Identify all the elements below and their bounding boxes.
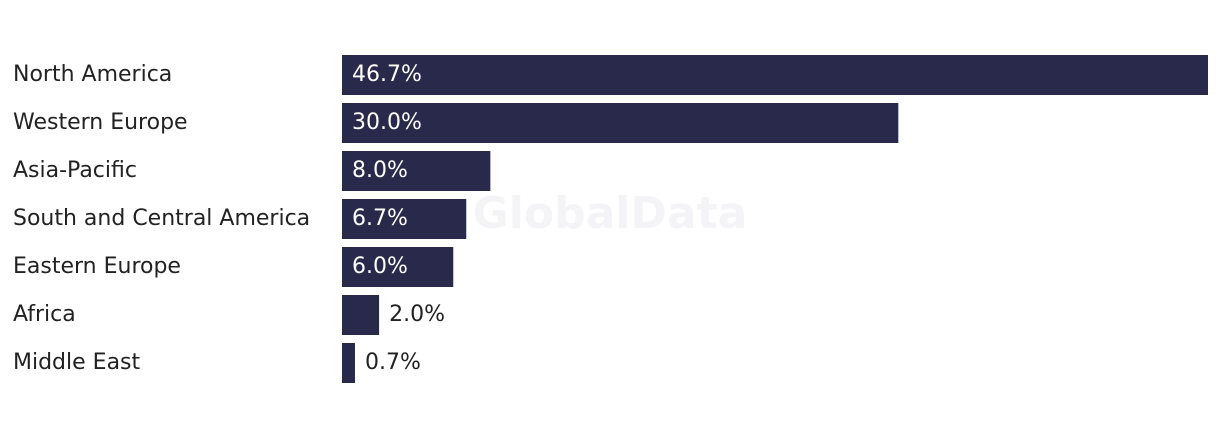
category-label: Western Europe: [13, 110, 188, 135]
category-label: Middle East: [13, 350, 141, 375]
bar: [342, 151, 491, 191]
category-label: South and Central America: [13, 206, 310, 231]
bar: [342, 295, 380, 335]
category-label: Asia-Pacific: [13, 158, 137, 183]
category-label: North America: [13, 62, 172, 87]
value-label: 0.7%: [365, 350, 421, 375]
category-label: Eastern Europe: [13, 254, 181, 279]
category-label: Africa: [13, 302, 76, 327]
bar: [342, 103, 899, 143]
value-label: 6.0%: [352, 254, 408, 279]
value-label: 30.0%: [352, 110, 422, 135]
value-label: 46.7%: [352, 62, 422, 87]
bar: [342, 55, 1208, 95]
watermark: GlobalData: [473, 188, 748, 239]
value-label: 2.0%: [389, 302, 445, 327]
bar: [342, 199, 467, 239]
bar: [342, 247, 454, 287]
value-label: 6.7%: [352, 206, 408, 231]
bar: [342, 343, 355, 383]
value-label: 8.0%: [352, 158, 408, 183]
